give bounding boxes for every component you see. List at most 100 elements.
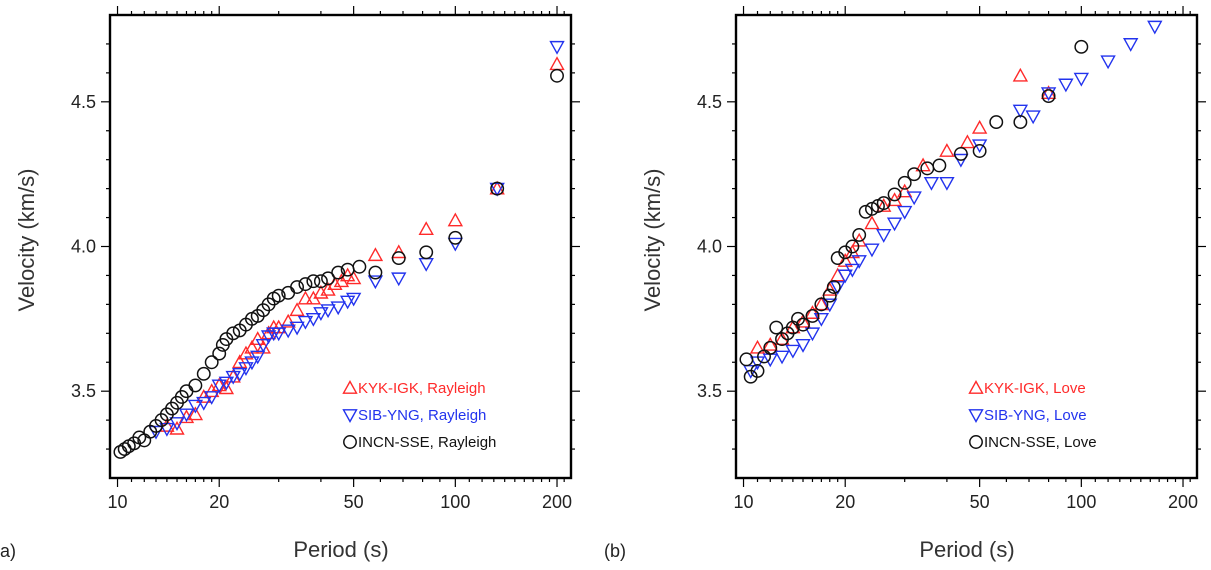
data-point: [196, 366, 211, 381]
legend: KYK-IGK, Rayleigh SIB-YNG, Rayleigh INCN-S…: [342, 380, 496, 451]
data-point: [1013, 115, 1028, 130]
data-point: [218, 380, 235, 395]
data-point: [232, 367, 248, 382]
legend-entry: SIB-YNG, Rayleigh: [358, 407, 486, 424]
data-point: [750, 363, 765, 378]
y-tick-label: 4.5: [71, 92, 96, 112]
data-point: [897, 183, 913, 198]
data-point: [321, 271, 336, 286]
y-tick-label: 4.0: [697, 237, 722, 257]
data-point: [549, 40, 565, 55]
data-point: [876, 198, 892, 212]
data-point: [232, 354, 248, 369]
legend-marker: [969, 435, 983, 449]
data-point: [769, 320, 784, 335]
data-point: [876, 196, 891, 211]
legend-marker: [342, 380, 358, 394]
data-point: [826, 280, 841, 294]
data-point: [367, 275, 384, 290]
x-tick-label: 20: [209, 492, 229, 512]
data-point: [203, 391, 220, 405]
plot-frame: [734, 13, 1199, 480]
data-point: [1040, 87, 1057, 102]
data-point: [785, 344, 801, 359]
data-point: [852, 227, 867, 242]
data-point: [1025, 110, 1041, 125]
data-point: [148, 425, 164, 440]
data-point: [280, 313, 296, 328]
data-point: [289, 302, 305, 317]
data-point: [749, 339, 766, 354]
data-point: [795, 313, 811, 328]
data-point: [822, 288, 837, 303]
data-point: [1012, 104, 1029, 119]
data-point: [1073, 72, 1090, 87]
data-point: [306, 274, 321, 289]
data-point: [271, 327, 287, 342]
y-tick-label: 4.5: [697, 92, 722, 112]
data-point: [345, 292, 362, 307]
data-point: [844, 263, 861, 278]
data-point: [795, 338, 811, 353]
data-point: [1074, 39, 1089, 54]
data-point: [804, 305, 821, 319]
data-point: [887, 187, 902, 202]
y-axis-title: Velocity (km/s): [14, 168, 39, 311]
data-point: [989, 115, 1004, 130]
data-point: [320, 304, 336, 319]
y-axis-title: Velocity (km/s): [640, 168, 665, 311]
data-point: [331, 265, 346, 280]
data-point: [196, 396, 212, 411]
data-point: [250, 350, 266, 365]
data-point: [953, 146, 968, 161]
legend: KYK-IGK, Love SIB-YNG, Love INCN-SSE, Love: [968, 380, 1097, 451]
legend-entry: INCN-SSE, Love: [984, 434, 1097, 451]
data-point: [971, 119, 988, 134]
data-point: [822, 298, 838, 313]
data-point: [368, 265, 383, 280]
data-point: [972, 144, 987, 158]
legend-entry: INCN-SSE, Rayleigh: [358, 434, 496, 451]
data-point: [932, 158, 947, 173]
data-point: [837, 269, 853, 284]
data-point: [391, 251, 406, 266]
data-point: [255, 338, 271, 353]
data-point: [280, 324, 296, 339]
data-point: [352, 259, 367, 274]
x-axis-title: Period (s): [293, 537, 388, 562]
data-point: [876, 229, 892, 243]
legend-entry: KYK-IGK, Rayleigh: [358, 380, 486, 397]
axis-ticks: 10 20 50 100 200 3.5 4.0 4.5: [71, 6, 580, 512]
data-point: [330, 301, 346, 316]
data-point: [845, 239, 860, 254]
data-point: [1058, 78, 1074, 93]
legend-marker: [968, 380, 984, 394]
x-tick-label: 10: [734, 492, 754, 512]
data-point: [906, 191, 922, 206]
data-point: [804, 327, 821, 342]
data-point: [920, 161, 935, 176]
data-point: [1123, 38, 1139, 52]
data-point: [886, 217, 903, 232]
data-point: [117, 442, 132, 457]
data-point: [1012, 67, 1029, 82]
y-tick-label: 4.0: [71, 237, 96, 257]
data-point: [915, 157, 931, 172]
data-point: [297, 315, 314, 330]
data-point: [814, 297, 829, 312]
panel-label: (a): [0, 541, 16, 561]
data-point: [851, 255, 867, 269]
data-point: [763, 340, 778, 355]
data-point: [169, 417, 185, 431]
data-point: [211, 379, 227, 394]
x-tick-label: 50: [970, 492, 990, 512]
data-point: [418, 221, 434, 236]
data-point: [212, 346, 227, 361]
data-point: [447, 212, 464, 227]
data-points: [113, 40, 565, 459]
data-point: [864, 243, 880, 258]
data-point: [313, 284, 329, 299]
x-tick-label: 100: [440, 492, 470, 512]
legend-entry: SIB-YNG, Love: [984, 407, 1087, 424]
